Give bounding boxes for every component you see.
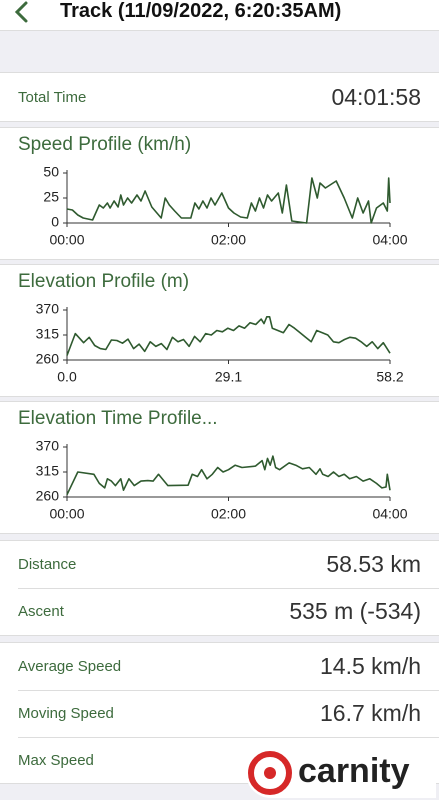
chart-title: Elevation Profile (m)	[18, 271, 190, 292]
y-tick-label: 315	[36, 326, 60, 342]
watermark-icon	[248, 751, 292, 795]
x-tick-label: 0.0	[57, 369, 77, 385]
x-tick-label: 00:00	[49, 232, 84, 248]
chart-card: Elevation Time Profile... 260 315 370 00:00 0…	[0, 401, 439, 534]
row-separator	[18, 588, 439, 589]
row-label: Distance	[18, 556, 77, 573]
chart-card: Speed Profile (km/h) 0 25 50 00:00 02:00 04:00	[0, 127, 439, 260]
y-tick-label: 315	[36, 463, 60, 479]
line-series	[66, 455, 391, 496]
row-separator	[18, 690, 439, 691]
y-tick-label: 370	[36, 438, 60, 454]
row-label: Average Speed	[18, 658, 122, 675]
line-series	[66, 177, 391, 224]
chart: 0 25 50 00:00 02:00 04:00	[43, 164, 407, 248]
back-button[interactable]	[10, 0, 34, 26]
total-time-row: Total Time 04:01:58	[0, 72, 439, 122]
row-value: 58.53 km	[326, 551, 421, 577]
chart-title: Elevation Time Profile...	[18, 408, 218, 429]
y-tick-label: 25	[43, 189, 59, 205]
chart: 260 315 370 00:00 02:00 04:00	[36, 438, 408, 522]
y-tick-label: 50	[43, 164, 59, 180]
row-separator	[18, 737, 439, 738]
x-tick-label: 04:00	[372, 232, 407, 248]
row-label: Total Time	[18, 89, 87, 106]
x-tick-label: 04:00	[372, 506, 407, 522]
row-label: Moving Speed	[18, 705, 114, 722]
nav-bar: Track (11/09/2022, 6:20:35AM)	[0, 0, 439, 31]
chart: 260 315 370 0.0 29.1 58.2	[36, 301, 404, 385]
x-tick-label: 00:00	[49, 506, 84, 522]
x-tick-label: 02:00	[211, 232, 246, 248]
watermark-text: carnity	[298, 752, 410, 790]
y-tick-label: 370	[36, 301, 60, 317]
y-tick-label: 0	[51, 214, 59, 230]
row-value: 14.5 km/h	[320, 653, 421, 679]
row-value: 16.7 km/h	[320, 700, 421, 726]
row-label: Max Speed	[18, 752, 94, 769]
x-tick-label: 02:00	[211, 506, 246, 522]
x-tick-label: 58.2	[376, 369, 403, 385]
watermark: carnity	[246, 748, 436, 798]
y-tick-label: 260	[36, 488, 60, 504]
nav-title: Track (11/09/2022, 6:20:35AM)	[60, 0, 342, 22]
chart-title: Speed Profile (km/h)	[18, 134, 192, 155]
y-tick-label: 260	[36, 351, 60, 367]
chart-card: Elevation Profile (m) 260 315 370 0.0 29.1 58.…	[0, 264, 439, 397]
row-value: 04:01:58	[331, 84, 421, 110]
line-series	[66, 316, 391, 356]
x-tick-label: 29.1	[215, 369, 242, 385]
stats-group: Distance 58.53 km Ascent 535 m (-534)	[0, 540, 439, 636]
row-value: 535 m (-534)	[289, 598, 421, 624]
stats-group: Average Speed 14.5 km/h Moving Speed 16.7 k…	[0, 642, 439, 784]
row-label: Ascent	[18, 603, 64, 620]
